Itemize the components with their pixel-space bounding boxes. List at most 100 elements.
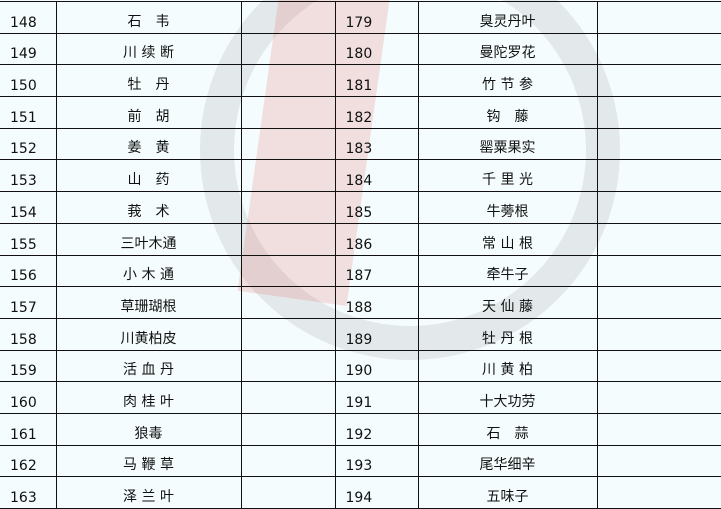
table-row: 156 小 木 通 187 牵牛子: [0, 254, 721, 288]
row-number-left: 151: [0, 96, 57, 129]
row-number-left: 150: [0, 64, 57, 98]
herb-name-right: 臭灵丹叶: [417, 1, 598, 34]
herb-name-left: 川 续 断: [55, 32, 242, 66]
empty-cell: [240, 1, 336, 34]
row-number-left: 161: [0, 412, 57, 446]
empty-cell: [596, 127, 721, 161]
row-number-left: 152: [0, 127, 57, 161]
herb-name-right: 罂粟果实: [417, 127, 598, 161]
empty-cell: [596, 349, 721, 383]
herb-name-right: 十大功劳: [417, 381, 598, 414]
herb-name-right: 牵牛子: [417, 254, 598, 288]
herb-name-right: 天 仙 藤: [417, 286, 598, 319]
table-row: 157 草珊瑚根 188 天 仙 藤: [0, 286, 721, 319]
empty-cell: [240, 222, 336, 256]
empty-cell: [596, 64, 721, 98]
empty-cell: [240, 381, 336, 414]
herb-name-left: 小 木 通: [55, 254, 242, 288]
herb-name-left: 狼毒: [55, 412, 242, 446]
table-row: 160 肉 桂 叶 191 十大功劳: [0, 381, 721, 414]
row-number-left: 156: [0, 254, 57, 288]
empty-cell: [240, 127, 336, 161]
row-number-right: 193: [334, 444, 419, 478]
herb-name-left: 肉 桂 叶: [55, 381, 242, 414]
row-number-left: 162: [0, 444, 57, 478]
herb-name-left: 前 胡: [55, 96, 242, 129]
row-number-right: 181: [334, 64, 419, 98]
empty-cell: [240, 476, 336, 509]
row-number-right: 179: [334, 1, 419, 34]
herb-name-left: 姜 黄: [55, 127, 242, 161]
row-number-left: 160: [0, 381, 57, 414]
herb-name-right: 尾华细辛: [417, 444, 598, 478]
table-row: 153 山 药 184 千 里 光: [0, 159, 721, 193]
table-row: 155 三叶木通 186 常 山 根: [0, 222, 721, 256]
empty-cell: [596, 381, 721, 414]
row-number-right: 190: [334, 349, 419, 383]
empty-cell: [596, 444, 721, 478]
row-number-right: 189: [334, 317, 419, 351]
herb-name-left: 马 鞭 草: [55, 444, 242, 478]
empty-cell: [596, 476, 721, 509]
row-number-right: 186: [334, 222, 419, 256]
herb-name-left: 三叶木通: [55, 222, 242, 256]
empty-cell: [240, 349, 336, 383]
row-number-right: 192: [334, 412, 419, 446]
herb-name-left: 山 药: [55, 159, 242, 193]
row-number-right: 183: [334, 127, 419, 161]
table-row: 154 莪 术 185 牛蒡根: [0, 191, 721, 224]
row-number-left: 155: [0, 222, 57, 256]
empty-cell: [596, 191, 721, 224]
row-number-left: 153: [0, 159, 57, 193]
empty-cell: [240, 32, 336, 66]
table-row: 162 马 鞭 草 193 尾华细辛: [0, 444, 721, 478]
empty-cell: [596, 412, 721, 446]
row-number-right: 182: [334, 96, 419, 129]
row-number-right: 180: [334, 32, 419, 66]
herb-name-right: 千 里 光: [417, 159, 598, 193]
empty-cell: [596, 254, 721, 288]
table-row: 151 前 胡 182 钩 藤: [0, 96, 721, 129]
empty-cell: [240, 254, 336, 288]
row-number-right: 184: [334, 159, 419, 193]
table-row: 148 石 韦 179 臭灵丹叶: [0, 1, 721, 34]
empty-cell: [240, 191, 336, 224]
herb-name-left: 川黄柏皮: [55, 317, 242, 351]
herb-name-right: 曼陀罗花: [417, 32, 598, 66]
table-row: 149 川 续 断 180 曼陀罗花: [0, 32, 721, 66]
row-number-left: 157: [0, 286, 57, 319]
empty-cell: [240, 412, 336, 446]
herb-name-left: 草珊瑚根: [55, 286, 242, 319]
row-number-right: 191: [334, 381, 419, 414]
herb-name-left: 泽 兰 叶: [55, 476, 242, 509]
row-number-left: 149: [0, 32, 57, 66]
row-number-right: 194: [334, 476, 419, 509]
empty-cell: [240, 159, 336, 193]
empty-cell: [596, 317, 721, 351]
row-number-right: 188: [334, 286, 419, 319]
herb-name-left: 活 血 丹: [55, 349, 242, 383]
empty-cell: [596, 222, 721, 256]
empty-cell: [240, 317, 336, 351]
table-row: 150 牡 丹 181 竹 节 参: [0, 64, 721, 98]
herb-name-right: 竹 节 参: [417, 64, 598, 98]
row-number-left: 154: [0, 191, 57, 224]
row-number-left: 163: [0, 476, 57, 509]
row-number-left: 148: [0, 1, 57, 34]
herb-name-right: 石 蒜: [417, 412, 598, 446]
table-row: 159 活 血 丹 190 川 黄 柏: [0, 349, 721, 383]
empty-cell: [240, 64, 336, 98]
herb-name-right: 五味子: [417, 476, 598, 509]
empty-cell: [596, 32, 721, 66]
row-number-right: 185: [334, 191, 419, 224]
herb-name-right: 川 黄 柏: [417, 349, 598, 383]
table-row: 152 姜 黄 183 罂粟果实: [0, 127, 721, 161]
empty-cell: [596, 286, 721, 319]
empty-cell: [596, 96, 721, 129]
empty-cell: [240, 96, 336, 129]
herb-name-left: 石 韦: [55, 1, 242, 34]
herb-name-left: 莪 术: [55, 191, 242, 224]
herb-name-right: 常 山 根: [417, 222, 598, 256]
empty-cell: [240, 444, 336, 478]
table-row: 158 川黄柏皮 189 牡 丹 根: [0, 317, 721, 351]
